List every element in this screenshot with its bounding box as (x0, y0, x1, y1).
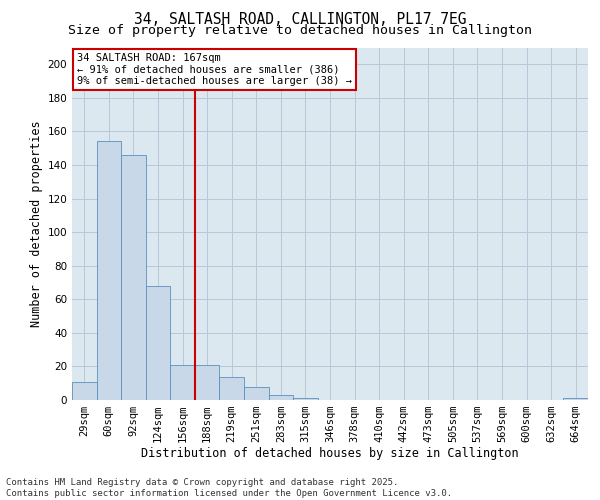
Bar (195, 365, 220, 400)
Bar (72, 382, 97, 400)
Text: Size of property relative to detached houses in Callington: Size of property relative to detached ho… (68, 24, 532, 37)
Bar (170, 365, 195, 400)
Bar (244, 386, 269, 400)
Bar (269, 395, 293, 400)
Text: 34 SALTASH ROAD: 167sqm
← 91% of detached houses are smaller (386)
9% of semi-de: 34 SALTASH ROAD: 167sqm ← 91% of detache… (77, 53, 352, 86)
X-axis label: Distribution of detached houses by size in Callington: Distribution of detached houses by size … (141, 446, 519, 460)
Bar (146, 286, 170, 400)
Y-axis label: Number of detached properties: Number of detached properties (30, 120, 43, 327)
Bar (293, 398, 318, 400)
Bar (97, 142, 121, 400)
Text: Contains HM Land Registry data © Crown copyright and database right 2025.
Contai: Contains HM Land Registry data © Crown c… (6, 478, 452, 498)
Bar (121, 155, 146, 400)
Bar (220, 376, 244, 400)
Text: 34, SALTASH ROAD, CALLINGTON, PL17 7EG: 34, SALTASH ROAD, CALLINGTON, PL17 7EG (134, 12, 466, 28)
Bar (563, 398, 588, 400)
